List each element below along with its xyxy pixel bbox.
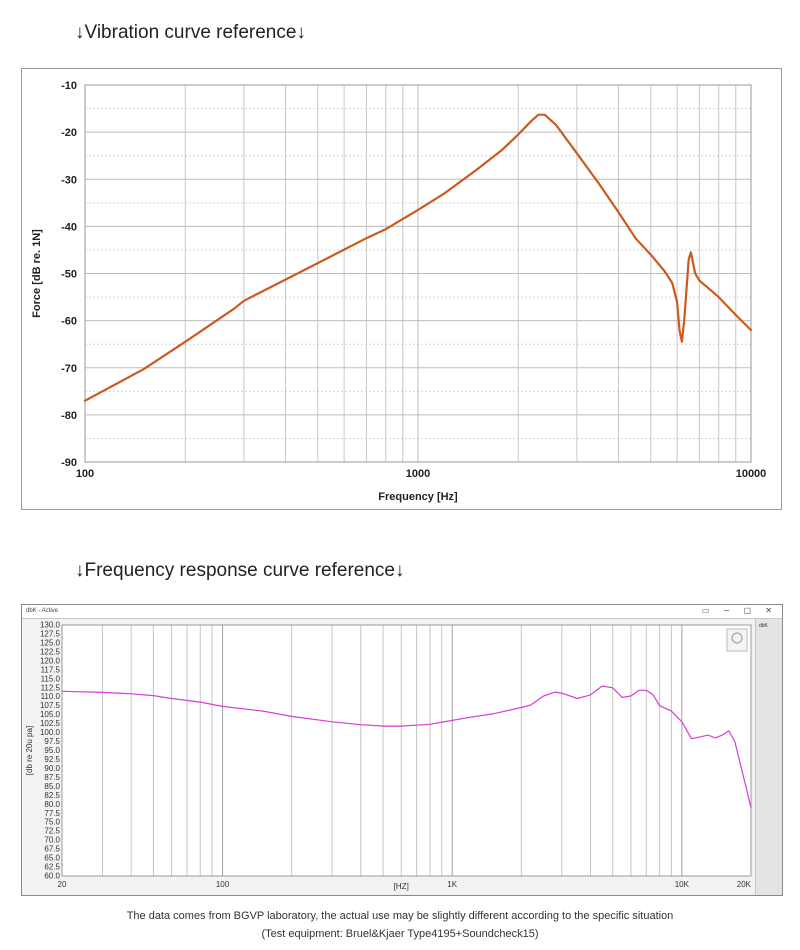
vibration-chart-frame: -10 -20 -30 -40 -50 -60 -70 -80 -90 100 1000 10000 F… [21,68,782,510]
y-tick-label: 127.5 [40,629,61,638]
y-tick-label: 70.0 [44,836,60,845]
y-tick-label: 92.5 [44,755,60,764]
y-tick-label: 125.0 [40,638,61,647]
y-tick-label: 67.5 [44,845,60,854]
y-tick-label: 105.0 [40,710,61,719]
y-tick-label: -50 [61,269,77,281]
y-axis-title: [db re 20u pa] [25,726,34,775]
series-line-force [83,113,753,402]
y-tick-label: 122.5 [40,647,61,656]
y-tick-label: 110.0 [41,692,61,701]
y-axis-title: Force [dB re. 1N] [31,229,43,318]
x-tick-label: 100 [76,468,94,480]
y-tick-label: 115.0 [41,674,61,683]
y-tick-label: 62.5 [44,863,60,872]
plot-border [61,624,752,877]
y-tick-label: 107.5 [40,701,61,710]
x-axis-title: [HZ] [394,882,409,891]
window-title: dbK - Active [26,608,59,614]
y-tick-label: 100.0 [40,728,61,737]
y-tick-label: 77.5 [44,809,60,818]
y-tick-label: 117.5 [41,665,61,674]
y-tick-label: 72.5 [44,827,60,836]
y-tick-label: -30 [61,174,77,186]
y-tick-label: 112.5 [41,683,61,692]
y-tick-label: -90 [61,457,77,469]
x-tick-label: 10000 [736,468,767,480]
y-tick-label: -40 [61,221,77,233]
y-tick-label: 87.5 [44,773,60,782]
x-tick-label: 1000 [406,468,430,480]
window-controls[interactable]: ▭ ─ ▢ ✕ [701,606,778,615]
x-axis-title: Frequency [Hz] [378,491,458,503]
x-tick-label: 20 [58,880,67,889]
legend-panel: dbK [755,619,782,895]
y-tick-label: 75.0 [44,818,60,827]
y-tick-label: 80.0 [44,800,60,809]
logo-head-icon [731,632,743,644]
y-tick-label: 120.0 [40,656,61,665]
series-line-frequency-response [61,685,752,809]
y-tick-label: 82.5 [44,791,60,800]
y-tick-label: -20 [61,127,77,139]
y-tick-label: -60 [61,316,77,328]
y-tick-label: 85.0 [44,782,60,791]
x-tick-label: 1K [447,880,457,889]
plot-area [62,625,751,876]
y-tick-label: 102.5 [40,719,61,728]
y-tick-label: 60.0 [44,872,60,881]
y-tick-label: 97.5 [44,737,60,746]
frequency-response-chart: 130.0127.5125.0122.5120.0117.5115.0112.5… [25,621,752,892]
x-tick-label: 100 [216,880,230,889]
vibration-curve-heading: ↓Vibration curve reference↓ [75,22,306,43]
y-tick-label: -10 [61,80,77,92]
y-tick-label: -70 [61,363,77,375]
frequency-response-heading: ↓Frequency response curve reference↓ [75,560,405,581]
legend-label: dbK [759,623,768,629]
frequency-response-window: 130.0 127.5 125.0 122.5 120.0 117.5 115.0 112.5… [21,604,783,896]
plot-border [84,84,752,463]
footnote-source: The data comes from BGVP laboratory, the… [126,910,674,922]
x-tick-label: 10K [675,880,690,889]
footnote-equipment: (Test equipment: Bruel&Kjaer Type4195+So… [261,928,539,940]
y-tick-label: 65.0 [44,854,60,863]
y-tick-label: -80 [61,410,77,422]
logo-icon [726,628,748,652]
window-titlebar: dbK - Active ▭ ─ ▢ ✕ [22,605,782,619]
y-tick-label: 95.0 [44,746,60,755]
y-tick-label: 130.0 [40,621,61,630]
x-tick-label: 20K [737,880,752,889]
y-tick-label: 90.0 [44,764,60,773]
